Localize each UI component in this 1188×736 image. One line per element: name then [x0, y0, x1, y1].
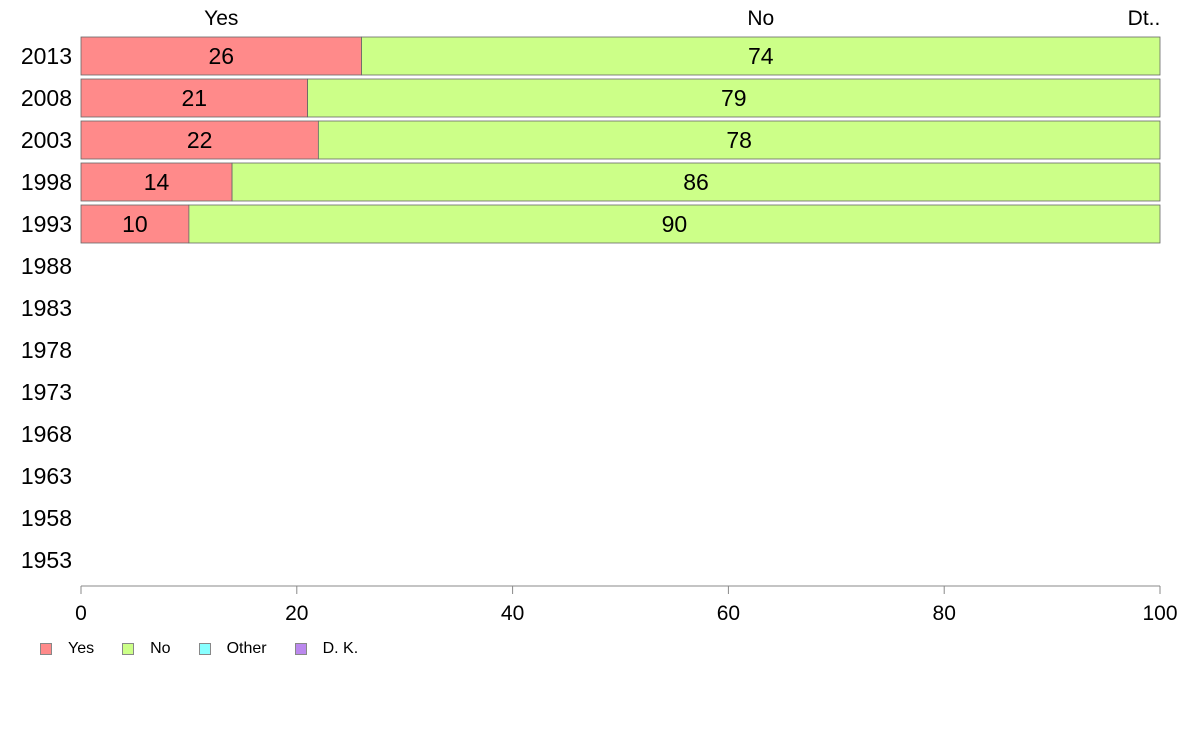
bar-1998-no: [231, 162, 1161, 202]
legend: Yes No Other D. K.: [40, 640, 386, 658]
x-tick-label-60: 60: [717, 602, 740, 625]
top-label-0: Yes: [204, 7, 238, 30]
y-tick-label-1993: 1993: [21, 211, 72, 237]
top-label-2: Dt..: [1128, 7, 1161, 30]
y-axis: 2013 2008 2003 1998 1993 1988 1983 1978 1973 1968…: [21, 43, 72, 573]
y-tick-label-1958: 1958: [21, 505, 72, 531]
x-axis: 0 20 40 60 80 100: [75, 585, 1178, 625]
data-label-1993-no: 90: [662, 211, 688, 237]
legend-swatch-dk: [294, 643, 307, 655]
y-tick-label-1953: 1953: [21, 547, 72, 573]
legend-item-dk: D. K.: [294, 640, 359, 658]
data-label-1998-no: 86: [683, 169, 709, 195]
y-tick-label-1963: 1963: [21, 463, 72, 489]
legend-label-yes: Yes: [68, 640, 95, 657]
legend-swatch-yes: [40, 643, 52, 655]
data-label-1993-yes: 10: [122, 211, 148, 237]
top-labels: Yes No Dt..: [204, 7, 1160, 30]
y-tick-label-2013: 2013: [21, 43, 72, 69]
y-tick-label-1973: 1973: [21, 379, 72, 405]
y-tick-label-1968: 1968: [21, 421, 72, 447]
y-tick-label-1998: 1998: [21, 169, 72, 195]
y-tick-label-2008: 2008: [21, 85, 72, 111]
bar-2003-no: [317, 120, 1161, 160]
top-label-1: No: [747, 7, 774, 30]
x-tick-label-40: 40: [501, 602, 524, 625]
y-tick-label-1988: 1988: [21, 253, 72, 279]
legend-swatch-other: [198, 643, 211, 655]
bar-2003-yes: [80, 120, 319, 160]
bar-labels: 26 74 21 79 22 78 14 86 10 90: [122, 43, 774, 237]
bar-2008-no: [307, 78, 1161, 118]
legend-swatch-no: [122, 643, 135, 655]
legend-item-no: No: [122, 640, 171, 658]
data-label-2013-yes: 26: [208, 43, 234, 69]
x-tick-label-0: 0: [75, 602, 87, 625]
legend-item-yes: Yes: [40, 640, 94, 658]
data-label-2013-no: 74: [748, 43, 774, 69]
data-label-2008-yes: 21: [181, 85, 207, 111]
x-tick-label-20: 20: [285, 602, 308, 625]
data-label-2008-no: 79: [721, 85, 747, 111]
legend-item-other: Other: [198, 640, 267, 658]
data-label-2003-yes: 22: [187, 127, 213, 153]
bar-1993-no: [188, 204, 1161, 244]
bar-1998-yes: [80, 162, 233, 202]
data-label-2003-no: 78: [726, 127, 752, 153]
x-tick-label-80: 80: [933, 602, 956, 625]
legend-label-other: Other: [226, 640, 267, 657]
data-label-1998-yes: 14: [144, 169, 170, 195]
bar-1993-yes: [80, 204, 190, 244]
y-tick-label-1983: 1983: [21, 295, 72, 321]
x-tick-label-100: 100: [1142, 602, 1177, 625]
bar-2013-yes: [80, 36, 362, 76]
y-tick-label-1978: 1978: [21, 337, 72, 363]
bar-2008-yes: [80, 78, 308, 118]
legend-label-dk: D. K.: [322, 640, 359, 657]
y-tick-label-2003: 2003: [21, 127, 72, 153]
bars: [80, 36, 1161, 244]
legend-label-no: No: [150, 640, 171, 657]
bar-2013-no: [361, 36, 1161, 76]
